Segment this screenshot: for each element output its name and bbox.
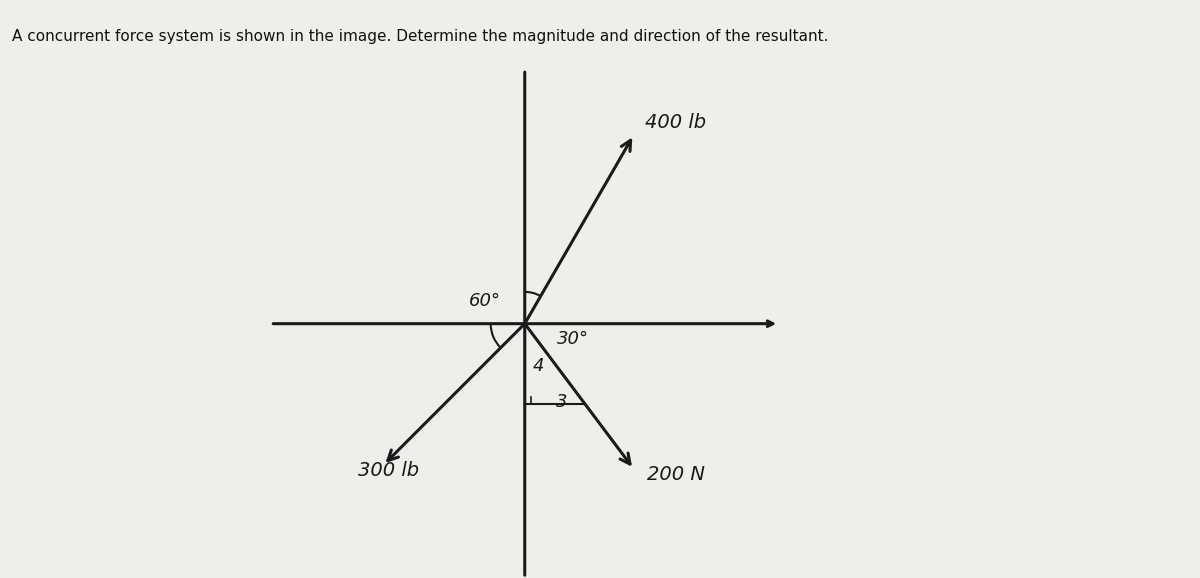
Text: 400 lb: 400 lb: [644, 113, 706, 132]
Text: 200 N: 200 N: [647, 465, 706, 484]
Text: 3: 3: [556, 393, 568, 411]
Text: 30°: 30°: [558, 329, 589, 347]
Text: 60°: 60°: [468, 291, 500, 309]
Text: A concurrent force system is shown in the image. Determine the magnitude and dir: A concurrent force system is shown in th…: [12, 29, 828, 44]
Text: 4: 4: [533, 357, 545, 375]
Text: 300 lb: 300 lb: [358, 461, 419, 480]
